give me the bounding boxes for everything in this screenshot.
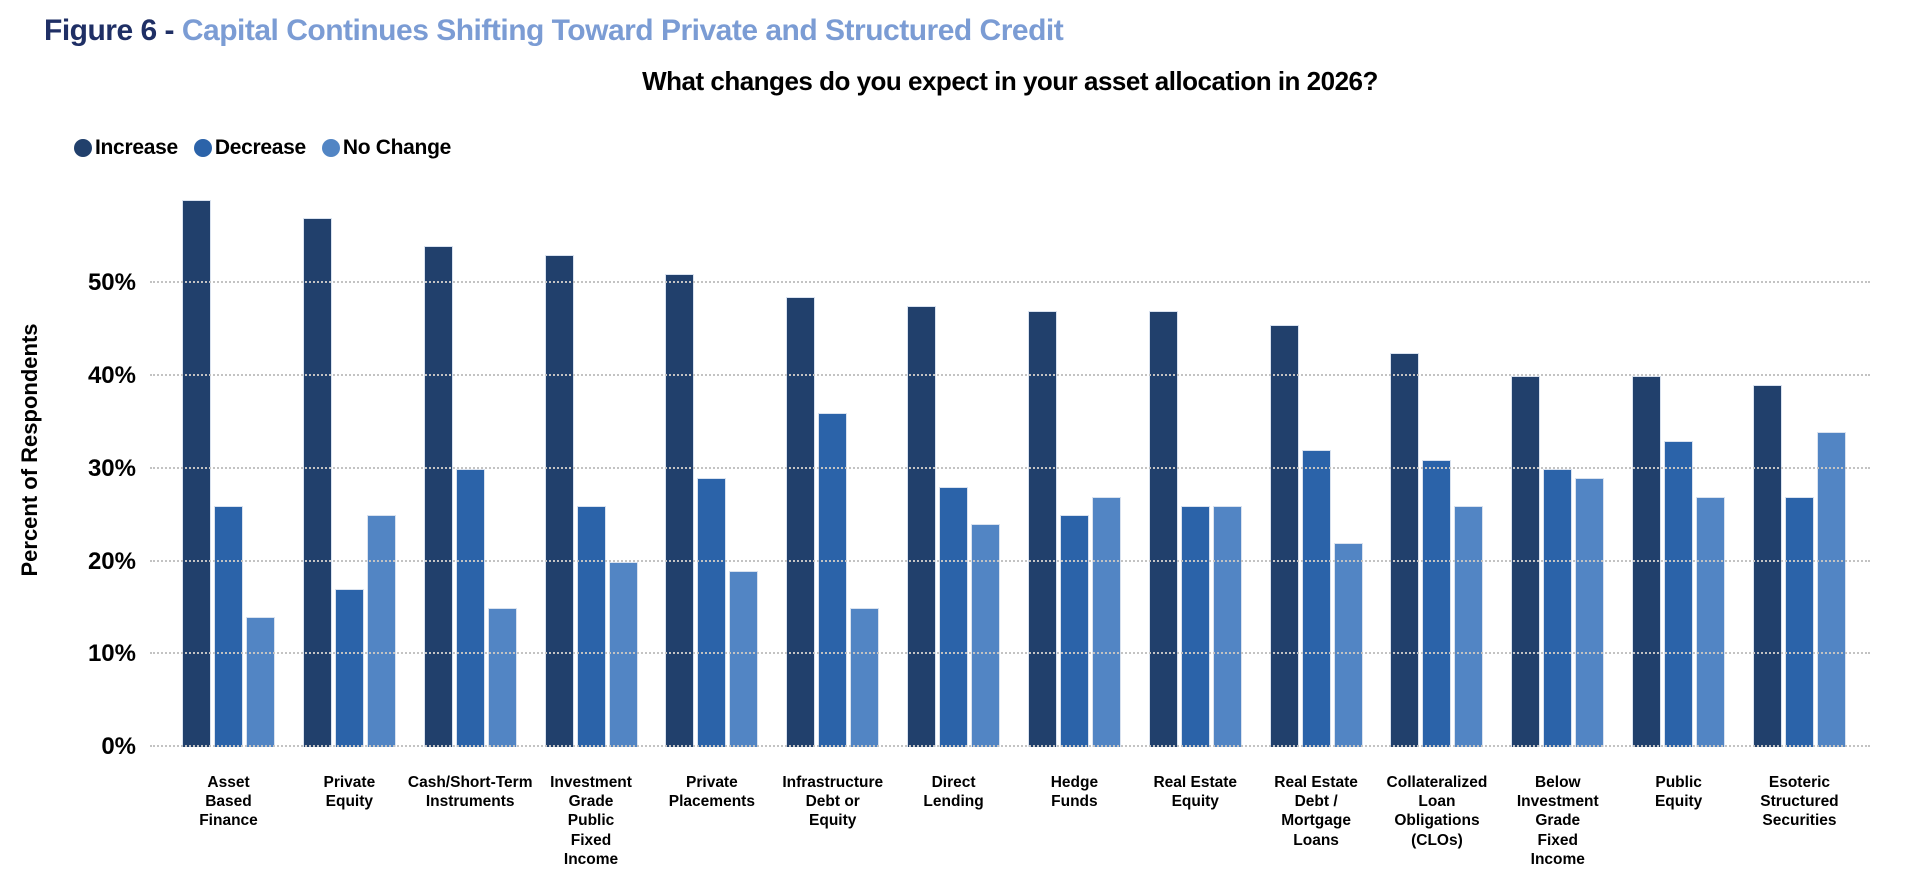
gridline-50	[150, 281, 1870, 284]
x-axis-label: Real Estate Debt / Mortgage Loans	[1274, 774, 1358, 849]
y-tick-label-40: 40%	[87, 362, 136, 390]
legend-dot-icon	[193, 139, 212, 157]
bar-no-change	[1575, 478, 1605, 747]
legend-dot-icon	[74, 139, 92, 157]
figure-number-label: Figure 6 -	[44, 14, 182, 47]
bar-group: Real Estate Debt / Mortgage Loans	[1269, 325, 1363, 849]
bar-decrease	[818, 413, 848, 747]
x-axis-label: Asset Based Finance	[199, 774, 258, 830]
bar-increase	[544, 255, 574, 747]
bar-decrease	[697, 478, 727, 747]
gridline-0	[150, 745, 1870, 747]
bar-group: Collateralized Loan Obligations (CLOs)	[1387, 352, 1487, 849]
bar-no-change	[1454, 505, 1484, 747]
bar-increase	[1269, 325, 1299, 747]
bar-no-change	[246, 617, 275, 747]
bar-no-change	[487, 607, 517, 747]
y-axis-title: Percent of Respondents	[17, 323, 42, 577]
y-tick-label-30: 30%	[87, 454, 136, 482]
bar-no-change	[971, 524, 1001, 747]
bar-decrease	[1422, 459, 1452, 747]
bar-no-change	[1212, 505, 1242, 747]
x-axis-label: Private Placements	[668, 774, 755, 811]
bar-group: Infrastructure Debt or Equity	[782, 297, 883, 829]
bar-no-change	[850, 607, 880, 747]
x-axis-label: Hedge Funds	[1050, 774, 1099, 811]
bar-decrease	[1543, 468, 1573, 747]
x-axis-label: Infrastructure Debt or Equity	[782, 774, 884, 830]
bar-group: Cash/Short-Term Instruments	[408, 246, 532, 810]
bar-decrease	[1664, 440, 1694, 747]
bar-decrease	[455, 468, 485, 747]
bar-group: Asset Based Finance	[182, 199, 275, 829]
bar-decrease	[1180, 505, 1210, 747]
gridline-10	[150, 652, 1870, 655]
bar-group: Private Placements	[665, 274, 759, 810]
bar-increase	[786, 297, 816, 747]
x-axis-label: Below Investment Grade Fixed Income	[1516, 774, 1599, 868]
bar-group: Hedge Funds	[1027, 311, 1121, 810]
x-axis-label: Direct Lending	[923, 774, 984, 811]
bar-decrease	[939, 487, 969, 747]
legend-item-increase: Increase	[74, 136, 178, 160]
gridline-20	[150, 559, 1870, 562]
bar-decrease	[576, 505, 606, 747]
bar-group: Esoteric Structured Securities	[1752, 385, 1846, 829]
legend-label: No Change	[342, 136, 451, 159]
bar-decrease	[1784, 496, 1814, 747]
legend-dot-icon	[321, 139, 340, 157]
legend-label: Increase	[95, 136, 178, 159]
bar-group: Private Equity	[302, 218, 396, 810]
y-tick-label-0: 0%	[101, 733, 136, 760]
y-tick-label-10: 10%	[87, 640, 136, 668]
bar-no-change	[729, 570, 759, 747]
bar-group: Direct Lending	[907, 306, 1001, 810]
bar-increase	[423, 246, 453, 747]
bar-group: Investment Grade Public Fixed Income	[544, 255, 638, 868]
bar-decrease	[1059, 515, 1089, 747]
y-tick-label-50: 50%	[87, 269, 136, 297]
x-axis-label: Esoteric Structured Securities	[1760, 774, 1839, 830]
x-axis-label: Private Equity	[323, 774, 376, 811]
bar-increase	[907, 306, 937, 747]
figure-heading: Figure 6 - Capital Continues Shifting To…	[44, 14, 1064, 48]
bar-decrease	[1301, 450, 1331, 747]
bar-increase	[665, 274, 695, 747]
bar-decrease	[334, 589, 364, 747]
plot-area: Asset Based Finance Private Equity Cash/Short…	[88, 172, 1870, 868]
bar-increase	[182, 199, 211, 747]
legend: Increase Decrease No Change	[74, 136, 451, 160]
x-axis-label: Real Estate Equity	[1153, 774, 1238, 811]
bar-increase	[1752, 385, 1782, 747]
bar-group: Real Estate Equity	[1148, 311, 1242, 810]
y-tick-label-20: 20%	[87, 547, 136, 575]
bar-increase	[1148, 311, 1178, 747]
bar-no-change	[1816, 431, 1846, 747]
figure-title-text: Capital Continues Shifting Toward Privat…	[181, 14, 1064, 47]
gridline-40	[150, 374, 1870, 377]
bar-decrease	[214, 505, 243, 747]
bar-increase	[302, 218, 332, 747]
legend-label: Decrease	[214, 136, 306, 159]
x-axis-label: Collateralized Loan Obligations (CLOs)	[1386, 774, 1488, 849]
x-axis-label: Cash/Short-Term Instruments	[407, 774, 533, 811]
bar-increase	[1027, 311, 1057, 747]
bar-no-change	[1333, 542, 1363, 747]
bar-no-change	[608, 561, 638, 747]
bar-groups: Asset Based Finance Private Equity Cash/Short…	[150, 172, 1870, 868]
chart-title: What changes do you expect in your asset…	[642, 66, 1378, 96]
bar-increase	[1390, 352, 1420, 747]
x-axis-label: Public Equity	[1654, 774, 1703, 811]
bar-no-change	[1696, 496, 1726, 747]
legend-item-decrease: Decrease	[193, 136, 306, 160]
legend-item-no-change: No Change	[321, 136, 451, 160]
x-axis-label: Investment Grade Public Fixed Income	[550, 774, 632, 868]
gridline-30	[150, 466, 1870, 469]
bar-no-change	[366, 515, 396, 747]
bar-no-change	[1091, 496, 1121, 747]
